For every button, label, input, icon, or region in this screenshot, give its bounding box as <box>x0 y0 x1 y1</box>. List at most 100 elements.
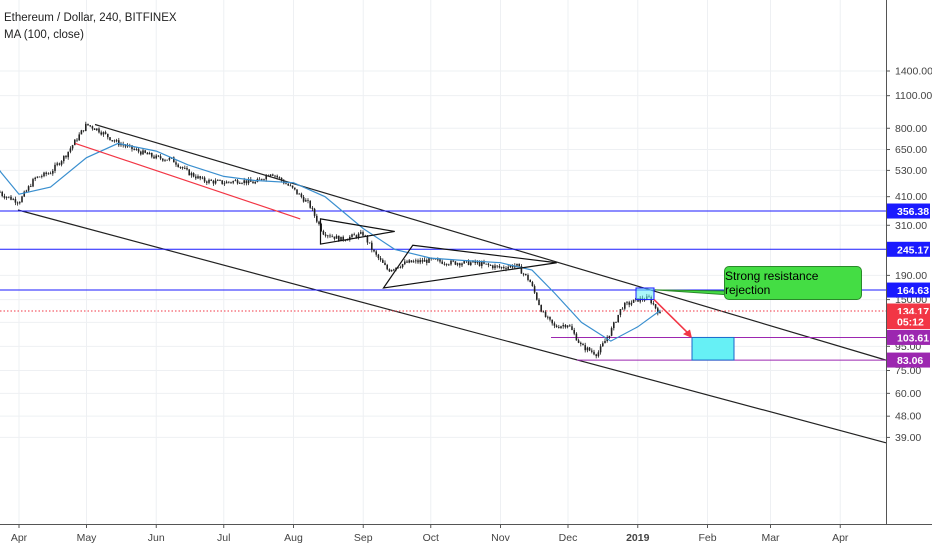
candle-body <box>355 235 358 238</box>
x-tick-label: Oct <box>423 532 439 544</box>
candle-body <box>302 196 305 202</box>
candle-body <box>98 128 100 133</box>
candle-body <box>346 239 349 241</box>
candle-body <box>441 261 443 264</box>
candle-body <box>652 303 655 305</box>
candle-body <box>478 262 481 266</box>
candle-body <box>388 269 391 272</box>
candle-body <box>140 151 142 155</box>
candle-body <box>390 269 393 272</box>
candle-body <box>476 262 479 263</box>
candle-body <box>379 258 382 260</box>
candle-body <box>223 183 226 185</box>
candle-body <box>49 173 52 175</box>
candle-body <box>3 196 6 198</box>
candle-body <box>500 267 503 268</box>
candle-body <box>120 144 122 146</box>
candle-body <box>179 166 182 168</box>
candle-body <box>155 155 157 159</box>
callout-text: Strong resistance rejection <box>725 269 819 297</box>
candle-body <box>192 173 195 177</box>
candle-body <box>448 264 450 266</box>
drawings <box>75 142 761 361</box>
triangle-pattern-1 <box>319 218 395 245</box>
channel-upper <box>94 123 887 361</box>
candle-body <box>80 130 83 135</box>
y-tick-label: 530.00 <box>895 165 927 177</box>
candle-body <box>604 340 606 344</box>
candle-body <box>47 173 50 175</box>
candle-body <box>463 260 465 264</box>
candle-body <box>241 183 243 184</box>
candle-body <box>505 268 507 269</box>
x-tick-label: Feb <box>698 532 716 544</box>
candle-body <box>144 150 146 153</box>
candle-body <box>349 236 351 240</box>
candle-body <box>274 175 276 177</box>
candle-body <box>291 185 294 188</box>
candle-body <box>432 258 435 260</box>
candle-body <box>60 161 63 165</box>
candle-body <box>137 149 140 152</box>
candle-body <box>168 157 171 160</box>
candle-body <box>494 265 496 269</box>
candle-body <box>305 200 307 202</box>
candle-body <box>159 156 162 159</box>
x-tick-label: Jul <box>217 532 230 544</box>
candle-body <box>30 186 32 187</box>
level-label-bg <box>887 352 930 368</box>
candle-body <box>41 176 43 177</box>
candle-body <box>133 149 135 150</box>
candle-body <box>93 128 96 131</box>
candle-body <box>357 233 360 238</box>
candle-body <box>214 180 217 184</box>
candle-body <box>258 178 261 180</box>
candle-body <box>654 304 657 309</box>
candle-body <box>245 180 248 184</box>
level-label-text: 05:12 <box>897 317 924 329</box>
candle-body <box>219 180 221 182</box>
x-tick-label: 2019 <box>626 532 650 544</box>
candle-body <box>588 347 591 351</box>
candle-body <box>34 177 36 180</box>
candle-body <box>104 132 107 134</box>
time-axis: Apr May Jun Jul Aug Sep Oct Nov Dec 2019 Feb Mar Apr <box>0 524 932 550</box>
candle-body <box>573 329 575 334</box>
candle-body <box>375 251 377 255</box>
candle-body <box>522 273 525 275</box>
candle-body <box>615 322 617 323</box>
candle-body <box>602 343 604 347</box>
candle-body <box>621 308 624 310</box>
level-label: 103.61 <box>887 329 930 345</box>
red-trendline <box>75 142 301 220</box>
candle-body <box>261 178 263 180</box>
candle-body <box>353 234 355 236</box>
candle-body <box>190 173 193 176</box>
candle-body <box>555 325 558 328</box>
candle-body <box>591 350 593 352</box>
candle-body <box>423 259 426 262</box>
y-tick-label: 75.00 <box>895 365 921 377</box>
candle-body <box>331 236 333 238</box>
candle-body <box>454 261 457 265</box>
candle-body <box>507 266 509 269</box>
candle-body <box>111 140 113 141</box>
candle-body <box>443 263 446 265</box>
candle-body <box>166 159 168 161</box>
x-tick-label: Mar <box>761 532 780 544</box>
candle-body <box>650 296 652 304</box>
candle-body <box>91 126 94 129</box>
candle-body <box>74 139 76 146</box>
candle-body <box>421 260 424 262</box>
candle-body <box>201 177 204 179</box>
candle-body <box>1 191 3 197</box>
candle-body <box>562 324 564 327</box>
candle-body <box>593 351 595 355</box>
candle-body <box>368 242 371 244</box>
chart-legend: Ethereum / Dollar, 240, BITFINEX MA (100… <box>4 10 177 44</box>
candle-body <box>151 152 153 157</box>
candle-body <box>69 148 72 152</box>
candle-body <box>267 175 270 177</box>
candle-body <box>487 263 490 266</box>
